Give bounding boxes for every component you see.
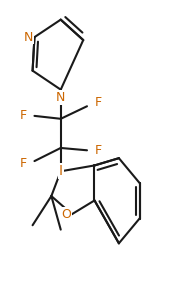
- Text: N: N: [56, 91, 65, 104]
- Text: F: F: [94, 96, 102, 109]
- Text: O: O: [61, 208, 71, 221]
- Text: N: N: [24, 31, 33, 44]
- Text: F: F: [94, 144, 102, 157]
- Text: I: I: [59, 164, 63, 178]
- Text: F: F: [20, 109, 27, 122]
- Text: F: F: [20, 158, 27, 171]
